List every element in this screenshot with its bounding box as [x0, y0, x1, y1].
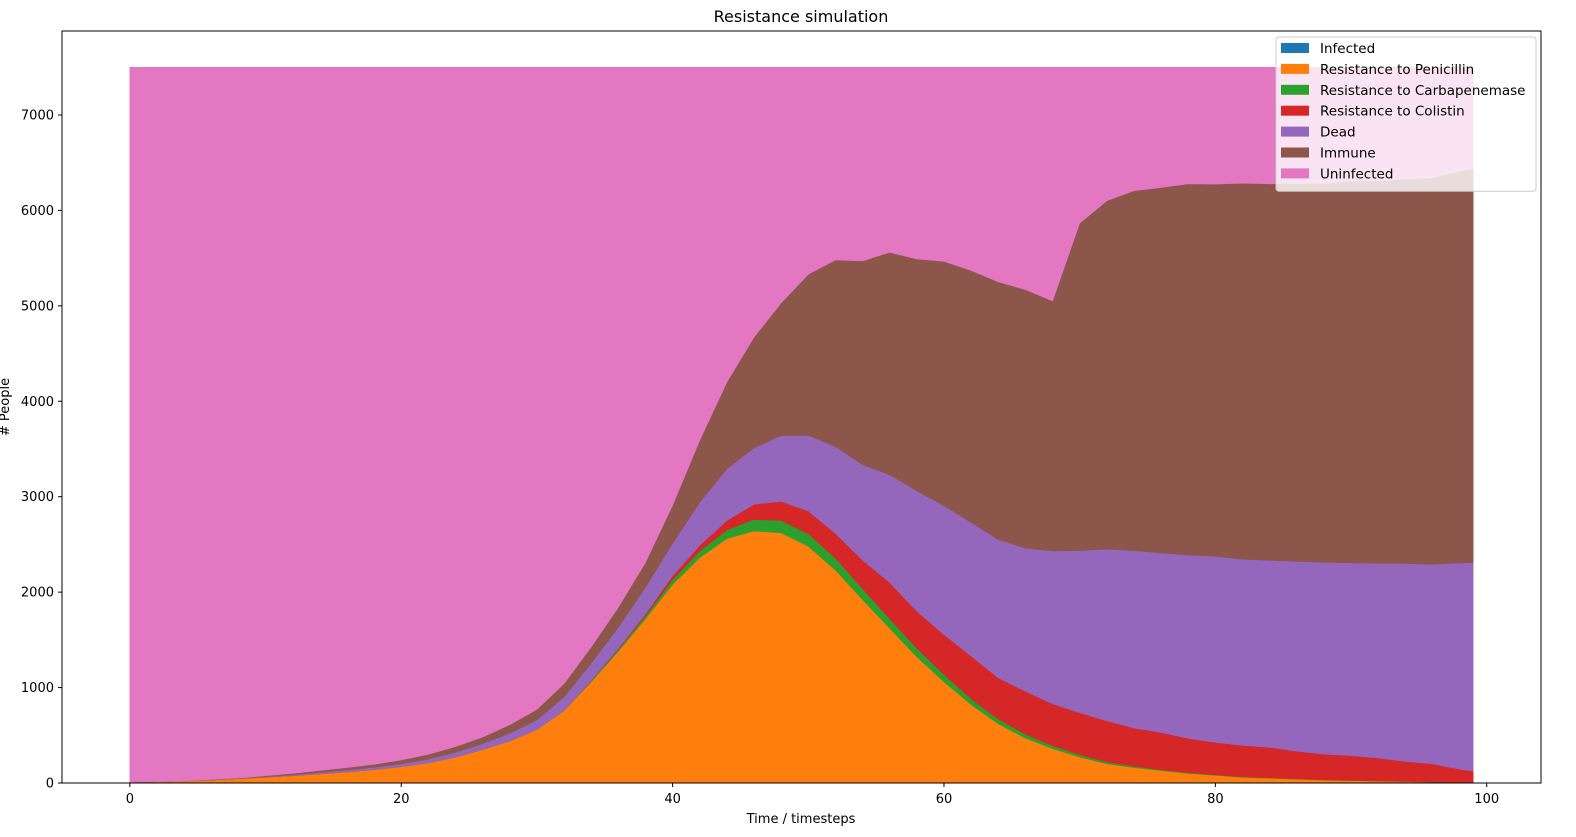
- legend-swatch-immune: [1281, 147, 1309, 158]
- x-tick-label: 20: [393, 792, 410, 807]
- legend-swatch-resistance-to-carbapenemase: [1281, 84, 1309, 95]
- legend-box: [1275, 36, 1537, 192]
- legend-label-resistance-to-carbapenemase: Resistance to Carbapenemase: [1320, 83, 1525, 99]
- x-tick-label: 40: [664, 792, 681, 807]
- legend-label-infected: Infected: [1320, 41, 1375, 57]
- x-axis: 0 20 40 60 80 100: [126, 783, 1499, 807]
- chart-title: Resistance simulation: [714, 7, 889, 26]
- legend-swatch-uninfected: [1281, 168, 1309, 179]
- x-tick-label: 0: [126, 792, 134, 807]
- legend-label-dead: Dead: [1320, 125, 1356, 141]
- x-tick-label: 100: [1474, 792, 1499, 807]
- y-tick-label: 0: [46, 777, 54, 792]
- y-axis: 0 1000 2000 3000 4000 5000 6000 7000: [21, 108, 62, 792]
- plot-area: [129, 66, 1474, 784]
- legend-swatch-resistance-to-penicillin: [1281, 63, 1309, 74]
- legend-swatch-infected: [1281, 43, 1309, 53]
- y-tick-label: 6000: [21, 204, 54, 219]
- x-tick-label: 80: [1207, 792, 1224, 807]
- x-axis-label: Time / timesteps: [746, 812, 856, 827]
- legend-label-resistance-to-penicillin: Resistance to Penicillin: [1320, 62, 1474, 78]
- x-tick-label: 60: [936, 792, 953, 807]
- legend-label-immune: Immune: [1320, 146, 1376, 162]
- y-tick-label: 1000: [21, 681, 54, 696]
- legend: Infected Resistance to Penicillin Resistan…: [1275, 36, 1537, 192]
- y-tick-label: 3000: [21, 490, 54, 505]
- legend-swatch-dead: [1281, 126, 1309, 137]
- plot-frame: [61, 30, 1542, 784]
- y-tick-label: 2000: [21, 586, 54, 601]
- y-axis-label: # People: [0, 378, 13, 436]
- legend-label-resistance-to-colistin: Resistance to Colistin: [1320, 104, 1465, 120]
- y-tick-label: 5000: [21, 299, 54, 314]
- y-tick-label: 7000: [21, 108, 54, 123]
- legend-swatch-resistance-to-colistin: [1281, 105, 1309, 116]
- y-tick-label: 4000: [21, 395, 54, 410]
- legend-label-uninfected: Uninfected: [1320, 166, 1393, 182]
